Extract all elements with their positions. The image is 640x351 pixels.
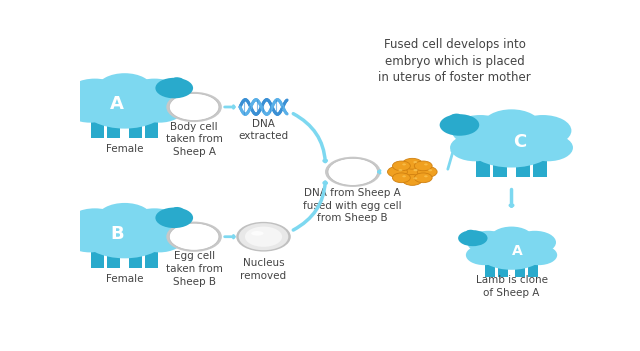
Text: Female: Female bbox=[106, 274, 143, 284]
Circle shape bbox=[127, 79, 182, 108]
Bar bbox=[91, 119, 104, 138]
Bar bbox=[516, 158, 530, 178]
Circle shape bbox=[413, 161, 417, 163]
Ellipse shape bbox=[173, 207, 183, 211]
Text: Nucleus
removed: Nucleus removed bbox=[241, 258, 287, 280]
Bar bbox=[493, 158, 507, 178]
Circle shape bbox=[68, 79, 122, 108]
Ellipse shape bbox=[180, 88, 191, 93]
Text: Female: Female bbox=[106, 144, 143, 154]
Bar bbox=[129, 249, 142, 268]
Text: DNA
extracted: DNA extracted bbox=[239, 119, 289, 141]
Bar bbox=[533, 158, 547, 178]
Ellipse shape bbox=[451, 114, 460, 118]
Bar bbox=[476, 158, 490, 178]
Circle shape bbox=[440, 114, 479, 136]
Ellipse shape bbox=[83, 85, 167, 128]
Text: A: A bbox=[512, 244, 523, 258]
Bar bbox=[145, 249, 158, 268]
Circle shape bbox=[414, 161, 432, 171]
Ellipse shape bbox=[173, 77, 183, 81]
Bar bbox=[108, 249, 120, 268]
Circle shape bbox=[467, 231, 509, 254]
Bar bbox=[498, 263, 508, 277]
Circle shape bbox=[424, 176, 428, 177]
Ellipse shape bbox=[460, 238, 468, 242]
Ellipse shape bbox=[467, 122, 556, 167]
Ellipse shape bbox=[180, 218, 191, 223]
Circle shape bbox=[514, 115, 572, 146]
Circle shape bbox=[136, 226, 183, 252]
Circle shape bbox=[399, 169, 403, 171]
Bar bbox=[108, 119, 120, 138]
Bar bbox=[91, 249, 104, 268]
Ellipse shape bbox=[479, 236, 545, 270]
Ellipse shape bbox=[83, 215, 167, 258]
Circle shape bbox=[392, 173, 410, 183]
Circle shape bbox=[450, 134, 500, 161]
Circle shape bbox=[156, 207, 193, 228]
Circle shape bbox=[169, 223, 219, 250]
Circle shape bbox=[466, 245, 503, 265]
Text: Lamb is clone
of Sheep A: Lamb is clone of Sheep A bbox=[476, 275, 548, 298]
Circle shape bbox=[413, 177, 417, 179]
Circle shape bbox=[325, 157, 381, 187]
Circle shape bbox=[403, 176, 406, 177]
Circle shape bbox=[428, 169, 432, 171]
Circle shape bbox=[388, 166, 408, 177]
Circle shape bbox=[127, 208, 182, 238]
Circle shape bbox=[403, 164, 406, 165]
Circle shape bbox=[68, 208, 122, 238]
Circle shape bbox=[328, 158, 378, 185]
Text: Egg cell
taken from
Sheep B: Egg cell taken from Sheep B bbox=[166, 251, 223, 287]
Circle shape bbox=[424, 164, 428, 165]
Circle shape bbox=[403, 158, 422, 169]
Bar bbox=[515, 263, 525, 277]
Circle shape bbox=[513, 231, 556, 254]
Circle shape bbox=[136, 97, 183, 122]
Circle shape bbox=[403, 174, 422, 185]
Bar bbox=[528, 263, 538, 277]
Text: B: B bbox=[110, 225, 124, 243]
Bar bbox=[485, 263, 495, 277]
Ellipse shape bbox=[466, 230, 474, 233]
Circle shape bbox=[452, 115, 509, 146]
Text: A: A bbox=[110, 95, 124, 113]
Text: Body cell
taken from
Sheep A: Body cell taken from Sheep A bbox=[166, 121, 223, 157]
Ellipse shape bbox=[251, 231, 264, 236]
Circle shape bbox=[401, 166, 423, 178]
Circle shape bbox=[483, 110, 540, 140]
Circle shape bbox=[417, 166, 437, 177]
Circle shape bbox=[414, 173, 432, 183]
Circle shape bbox=[166, 221, 222, 252]
Text: Fused cell develops into
embryo which is placed
in uterus of foster mother: Fused cell develops into embryo which is… bbox=[378, 38, 531, 84]
Text: C: C bbox=[513, 133, 526, 151]
Ellipse shape bbox=[442, 125, 454, 130]
Text: DNA from Sheep A
fused with egg cell
from Sheep B: DNA from Sheep A fused with egg cell fro… bbox=[303, 188, 402, 224]
Circle shape bbox=[156, 78, 193, 98]
Circle shape bbox=[66, 97, 114, 122]
Circle shape bbox=[490, 227, 532, 250]
Circle shape bbox=[245, 227, 282, 247]
Bar bbox=[129, 119, 142, 138]
Circle shape bbox=[523, 134, 573, 161]
Circle shape bbox=[97, 73, 152, 103]
Circle shape bbox=[392, 161, 410, 171]
Circle shape bbox=[97, 203, 152, 233]
Circle shape bbox=[458, 230, 488, 246]
Circle shape bbox=[66, 226, 114, 252]
Circle shape bbox=[236, 222, 291, 252]
Circle shape bbox=[520, 245, 557, 265]
Circle shape bbox=[413, 169, 418, 171]
Circle shape bbox=[239, 223, 288, 250]
Circle shape bbox=[169, 93, 219, 120]
Bar bbox=[145, 119, 158, 138]
Circle shape bbox=[166, 92, 222, 122]
